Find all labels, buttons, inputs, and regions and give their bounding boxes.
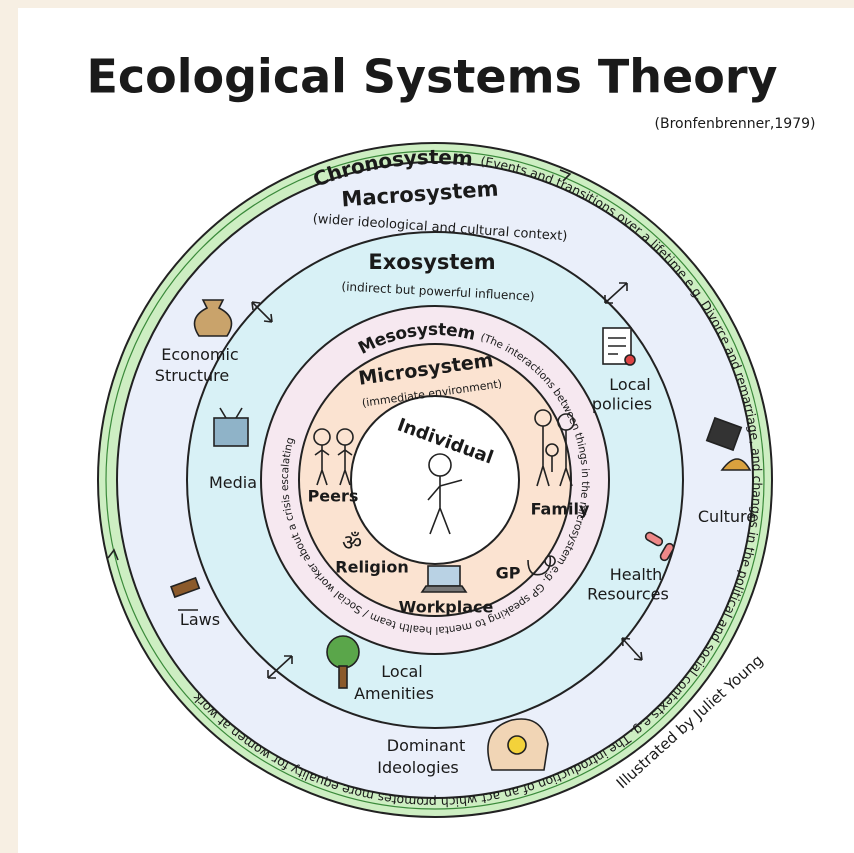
micro-item-label: Workplace <box>399 598 494 617</box>
exosystem-name: Exosystem <box>368 250 495 274</box>
label-line: Structure <box>155 365 229 384</box>
label-line: Ideologies <box>377 758 459 777</box>
title: Ecological Systems Theory <box>86 50 777 104</box>
label-line: Dominant <box>387 736 466 755</box>
label-line: Laws <box>180 610 220 629</box>
label-line: Health <box>610 565 663 584</box>
item-label: Media <box>209 473 257 492</box>
micro-item-label: Peers <box>308 487 359 506</box>
tree-trunk <box>339 666 347 688</box>
diagram: Ecological Systems Theory (Bronfenbrenne… <box>0 0 854 853</box>
item-label: Culture <box>698 507 756 526</box>
micro-item-label: GP <box>496 564 521 583</box>
label-line: Resources <box>587 584 669 603</box>
individual-head <box>429 454 451 476</box>
individual-circle <box>351 396 519 564</box>
label-line: Media <box>209 473 257 492</box>
item-label: Laws <box>180 610 220 629</box>
label-line: Local <box>381 662 422 681</box>
label-line: Culture <box>698 507 756 526</box>
tree-icon <box>327 636 359 668</box>
label-line: policies <box>592 394 652 413</box>
micro-item-label: Religion <box>335 558 408 577</box>
laptop-base <box>422 586 466 592</box>
label-line: Economic <box>161 345 238 364</box>
bulb-icon <box>508 736 526 754</box>
seal <box>625 355 635 365</box>
micro-item-label: Family <box>531 500 590 519</box>
tv-icon <box>214 418 248 446</box>
citation: (Bronfenbrenner,1979) <box>655 116 816 132</box>
label-line: Amenities <box>354 684 434 703</box>
label-line: Local <box>609 375 650 394</box>
om-icon: ॐ <box>342 531 362 556</box>
laptop-icon <box>428 566 460 586</box>
